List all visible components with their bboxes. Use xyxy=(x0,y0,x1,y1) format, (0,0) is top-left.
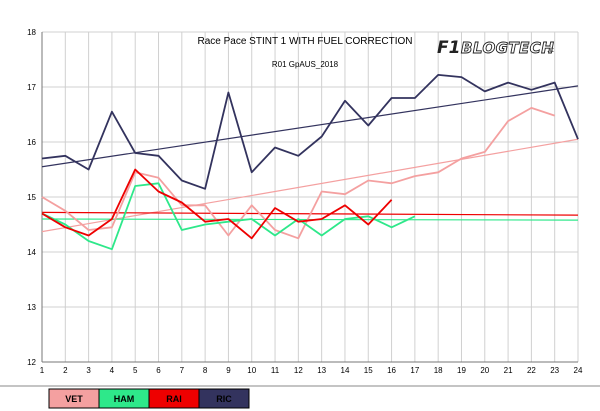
y-tick-label: 16 xyxy=(27,138,36,147)
series-line-vet xyxy=(41,107,555,240)
x-tick-label: 1 xyxy=(40,366,45,375)
legend-item-vet: VET xyxy=(48,388,100,409)
x-tick-label: 22 xyxy=(527,366,536,375)
x-tick-label: 8 xyxy=(203,366,208,375)
y-tick-label: 18 xyxy=(27,28,36,37)
x-tick-label: 3 xyxy=(86,366,91,375)
legend-label: VET xyxy=(65,394,83,404)
x-tick-label: 10 xyxy=(247,366,256,375)
x-tick-label: 11 xyxy=(271,366,280,375)
legend-item-rai: RAI xyxy=(148,388,200,409)
series-line-rai xyxy=(41,168,393,240)
x-tick-label: 4 xyxy=(110,366,115,375)
x-tick-label: 17 xyxy=(410,366,419,375)
trend-line-vet xyxy=(41,138,579,233)
chart-subtitle: R01 GpAUS_2018 xyxy=(272,60,339,69)
series-lines xyxy=(41,74,579,251)
chart-title: Race Pace STINT 1 WITH FUEL CORRECTION xyxy=(197,36,412,47)
series-line-ham xyxy=(41,182,416,251)
legend-label: HAM xyxy=(114,394,135,404)
x-tick-label: 21 xyxy=(504,366,513,375)
legend-label: RAI xyxy=(166,394,182,404)
x-tick-label: 9 xyxy=(226,366,231,375)
x-tick-label: 12 xyxy=(294,366,303,375)
x-tick-label: 18 xyxy=(434,366,443,375)
legend-swatch xyxy=(198,388,250,409)
x-tick-label: 15 xyxy=(364,366,373,375)
y-tick-label: 12 xyxy=(27,358,36,367)
y-tick-label: 15 xyxy=(27,193,36,202)
y-tick-label: 13 xyxy=(27,303,36,312)
x-tick-labels: 1 2 3 4 5 6 7 8 9 10 11 12 13 14 15 16 17 18 19 20 21 22 23 24 xyxy=(40,366,583,375)
x-tick-label: 16 xyxy=(387,366,396,375)
x-tick-label: 23 xyxy=(550,366,559,375)
y-tick-labels: 12 13 14 15 16 17 18 xyxy=(27,28,36,367)
y-tick-label: 14 xyxy=(27,248,36,257)
legend-label: RIC xyxy=(216,394,232,404)
legend-item-ham: HAM xyxy=(98,388,150,409)
x-tick-label: 19 xyxy=(457,366,466,375)
blog-logo: F1 BLOGTECH .it xyxy=(437,38,554,58)
legend-item-ric: RIC xyxy=(198,388,250,409)
x-tick-label: 2 xyxy=(63,366,68,375)
x-tick-label: 14 xyxy=(341,366,350,375)
x-tick-label: 6 xyxy=(156,366,161,375)
logo-f1-text: F1 xyxy=(437,38,460,58)
logo-suffix-text: .it xyxy=(547,46,554,54)
x-tick-label: 7 xyxy=(180,366,185,375)
logo-blogtech-text: BLOGTECH xyxy=(461,39,554,57)
x-tick-label: 5 xyxy=(133,366,138,375)
x-tick-label: 13 xyxy=(317,366,326,375)
y-tick-label: 17 xyxy=(27,83,36,92)
x-tick-label: 24 xyxy=(574,366,583,375)
trend-line-ric xyxy=(41,85,579,168)
series-line-ric xyxy=(41,74,579,190)
x-tick-label: 20 xyxy=(480,366,489,375)
legend: VET HAM RAI RIC xyxy=(48,388,250,409)
